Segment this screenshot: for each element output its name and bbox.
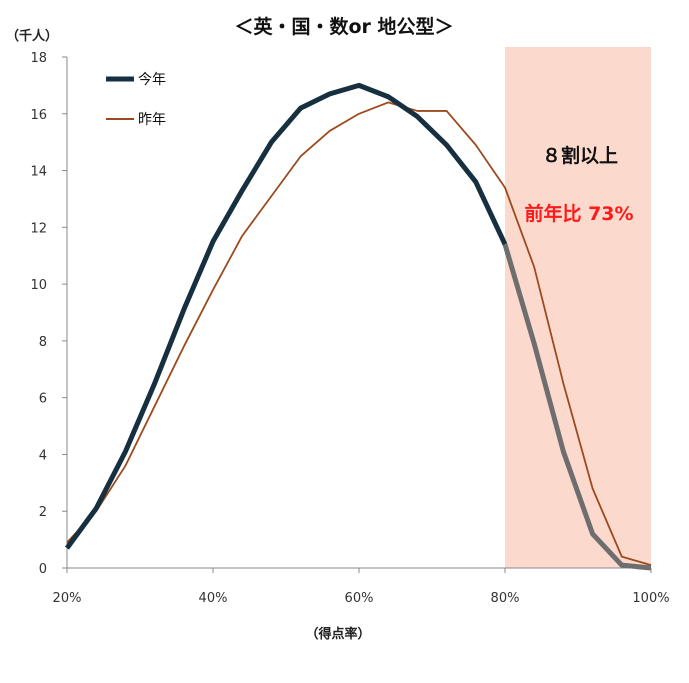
y-tick-label: 8 [39,335,47,350]
x-tick-label: 20% [53,591,82,606]
y-tick-label: 0 [39,562,47,577]
series-line-last-year [66,101,652,567]
x-tick-label: 40% [199,591,228,606]
y-tick-label: 18 [30,51,47,66]
y-tick-label: 16 [30,108,47,123]
y-tick-label: 12 [30,221,47,236]
annotation-year-over-year: 前年比 73% [524,202,633,225]
x-tick-label: 60% [345,591,374,606]
x-axis-title: （得点率） [305,626,370,642]
highlight-region-layer [505,47,651,568]
y-tick-label: 2 [39,505,47,520]
axes-layer: 0 2 4 6 8 10 12 14 16 18 20% 40% 60% 80% 100% [30,51,669,606]
y-tick-label: 6 [39,392,47,407]
y-axis-title: （千人） [6,28,58,44]
x-tick-label: 80% [491,591,520,606]
y-tick-label: 4 [39,448,47,463]
y-tick-label: 10 [30,278,47,293]
series-line-this-year [64,82,508,550]
y-tick-label: 14 [30,165,47,180]
chart-title: ＜英・国・数or 地公型＞ [234,15,453,38]
highlight-region-80-100 [505,47,651,568]
series-line-this-year-above-80 [502,243,652,571]
series-layer [64,82,652,571]
legend-label-last-year: 昨年 [138,112,166,128]
x-tick-label: 100% [632,591,669,606]
legend-label-this-year: 今年 [138,72,166,88]
annotation-80-percent-or-more: ８割以上 [542,144,618,167]
